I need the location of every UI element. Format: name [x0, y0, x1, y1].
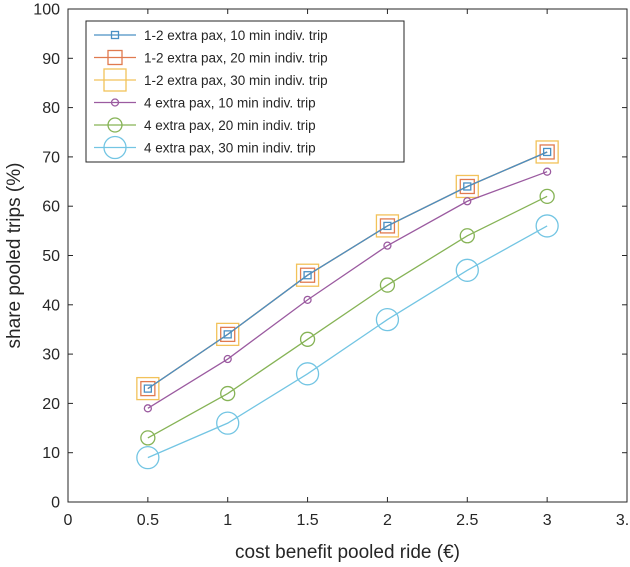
- data-point: [303, 271, 312, 280]
- legend-marker: [107, 49, 123, 66]
- legend-marker: [103, 135, 127, 160]
- axis-frame: [67, 8, 628, 503]
- axis-ticks: 0 0.5 1 1.5 2 2.5 3 3.5 0 10 20 30 40 50 60 70 80 90 100: [33, 2, 630, 530]
- legend-item: 1-2 extra pax, 20 min indiv. trip: [94, 49, 328, 66]
- data-point: [140, 430, 156, 446]
- legend-marker: [110, 30, 120, 40]
- data-point: [539, 188, 555, 204]
- legend-label: 1-2 extra pax, 30 min indiv. trip: [144, 73, 328, 88]
- y-tick-label: 70: [42, 149, 60, 166]
- data-point: [542, 167, 552, 176]
- data-point: [383, 241, 392, 250]
- data-point: [383, 221, 392, 231]
- data-point: [223, 330, 232, 339]
- series-2: [140, 144, 555, 397]
- y-tick-label: 90: [42, 51, 60, 68]
- series-5: [140, 188, 555, 446]
- y-tick-label: 30: [42, 347, 60, 364]
- y-tick-label: 60: [42, 199, 60, 216]
- series-line: [147, 151, 548, 390]
- plot-frame: [67, 8, 628, 503]
- series-3: [136, 140, 559, 401]
- x-tick-label: 2: [383, 512, 392, 529]
- legend-label: 4 extra pax, 30 min indiv. trip: [144, 141, 316, 156]
- x-tick-label: 1: [223, 512, 232, 529]
- x-tick-label: 0: [64, 512, 73, 529]
- data-point: [539, 144, 555, 160]
- data-point: [455, 258, 479, 282]
- data-point: [143, 384, 153, 393]
- data-point: [220, 326, 236, 343]
- y-tick-label: 40: [42, 297, 60, 314]
- y-tick-label: 100: [33, 2, 60, 19]
- series-line: [147, 225, 548, 459]
- data-point: [216, 322, 240, 347]
- x-tick-label: 3.5: [616, 512, 630, 529]
- data-point: [375, 214, 400, 238]
- legend-item: 4 extra pax, 10 min indiv. trip: [94, 96, 316, 111]
- series-line: [147, 195, 548, 439]
- data-point: [379, 218, 396, 234]
- legend-box: [85, 20, 405, 163]
- series-line: [147, 171, 548, 409]
- data-point: [463, 197, 472, 206]
- data-point: [299, 267, 316, 283]
- data-point: [220, 385, 236, 402]
- data-point: [542, 147, 552, 157]
- legend-label: 1-2 extra pax, 10 min indiv. trip: [144, 28, 328, 43]
- legend-marker: [110, 98, 120, 107]
- data-point: [535, 214, 559, 238]
- y-tick-label: 0: [51, 495, 60, 512]
- data-point: [136, 376, 160, 401]
- y-tick-label: 50: [42, 248, 60, 265]
- legend-marker: [107, 117, 123, 133]
- x-tick-label: 3: [543, 512, 552, 529]
- data-point: [535, 140, 559, 164]
- legend-label: 4 extra pax, 10 min indiv. trip: [144, 96, 316, 111]
- data-point: [299, 331, 316, 347]
- data-point: [375, 307, 400, 332]
- y-tick-label: 20: [42, 396, 60, 413]
- data-point: [140, 380, 156, 397]
- data-point: [295, 263, 320, 287]
- series-1: [143, 147, 552, 393]
- x-tick-label: 0.5: [137, 512, 159, 529]
- x-axis-title: cost benefit pooled ride (€): [235, 542, 460, 563]
- series-line: [147, 151, 548, 390]
- data-point: [463, 182, 472, 191]
- data-point: [143, 404, 153, 413]
- series-4: [143, 167, 552, 413]
- y-tick-label: 10: [42, 445, 60, 462]
- data-point: [303, 295, 312, 305]
- x-tick-label: 2.5: [456, 512, 478, 529]
- legend: 1-2 extra pax, 10 min indiv. trip 1-2 ext…: [85, 20, 405, 163]
- y-axis-title: share pooled trips (%): [4, 163, 25, 349]
- series-group: [136, 140, 559, 470]
- data-point: [379, 277, 396, 293]
- legend-label: 4 extra pax, 20 min indiv. trip: [144, 118, 316, 133]
- legend-label: 1-2 extra pax, 20 min indiv. trip: [144, 51, 328, 66]
- legend-item: 4 extra pax, 20 min indiv. trip: [94, 117, 316, 133]
- data-point: [459, 178, 475, 195]
- legend-item: 1-2 extra pax, 30 min indiv. trip: [94, 68, 328, 92]
- data-point: [223, 354, 232, 364]
- x-tick-label: 1.5: [296, 512, 318, 529]
- data-point: [459, 228, 475, 244]
- y-tick-label: 80: [42, 100, 60, 117]
- legend-item: 4 extra pax, 30 min indiv. trip: [94, 135, 316, 160]
- legend-marker: [103, 68, 127, 92]
- legend-item: 1-2 extra pax, 10 min indiv. trip: [94, 28, 328, 43]
- data-point: [216, 411, 240, 435]
- data-point: [295, 362, 320, 386]
- series-6: [136, 214, 559, 470]
- series-line: [147, 151, 548, 390]
- data-point: [136, 445, 160, 470]
